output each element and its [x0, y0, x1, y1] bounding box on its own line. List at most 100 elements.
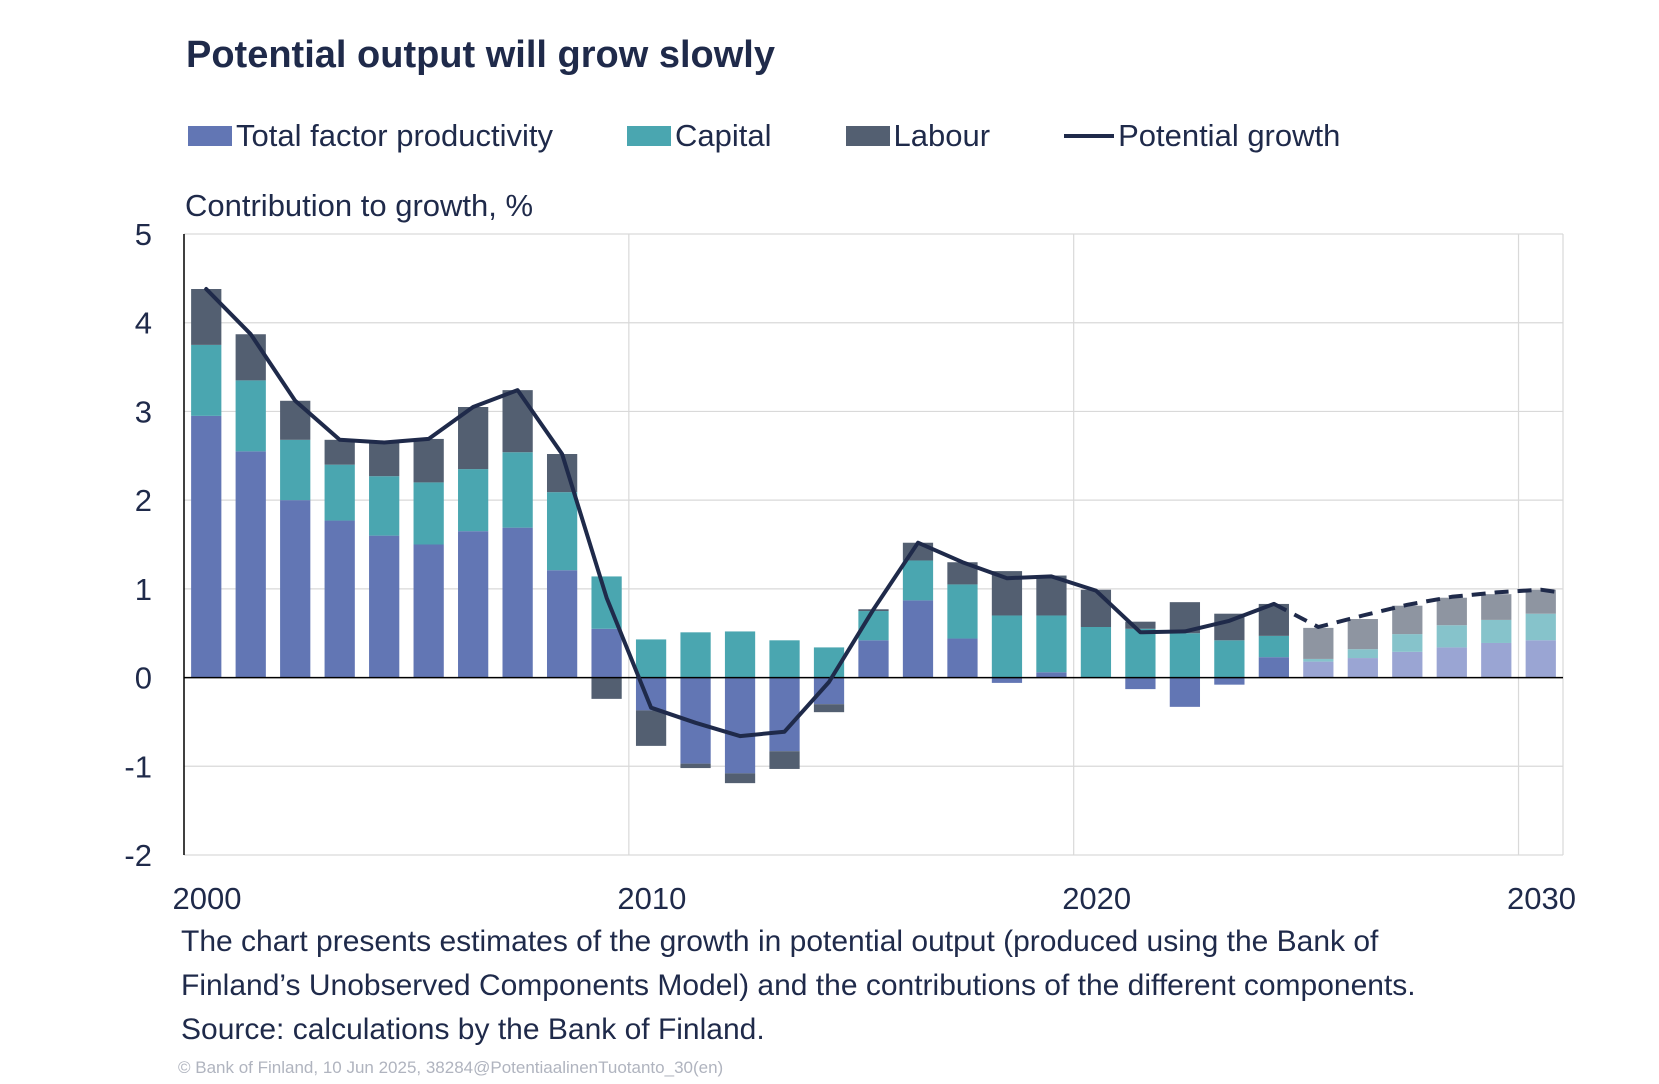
bar-capital-2029: [1481, 619, 1512, 643]
x-tick-label: 2020: [1062, 881, 1131, 916]
bar-labour-2027: [1392, 605, 1423, 635]
bar-capital-2008: [546, 492, 578, 571]
bar-capital-2028: [1436, 625, 1467, 648]
legend-label-capital: Capital: [675, 118, 772, 153]
bar-capital-2021: [1125, 628, 1156, 678]
legend-swatch-labour: [845, 126, 890, 146]
bar-capital-2006: [458, 469, 489, 532]
bar-tfp-2008: [546, 570, 578, 678]
chart-note: The chart presents estimates of the grow…: [181, 920, 1621, 1052]
bar-labour-2017: [947, 562, 978, 585]
bar-capital-2001: [235, 380, 266, 452]
bar-tfp-2026: [1347, 658, 1378, 678]
bar-capital-2003: [324, 464, 355, 521]
x-tick-label: 2010: [617, 881, 686, 916]
legend: Total factor productivity Capital Labour…: [188, 118, 1414, 154]
copyright: © Bank of Finland, 10 Jun 2025, 38284@Po…: [178, 1058, 724, 1077]
bar-capital-2019: [1036, 615, 1067, 673]
bar-labour-2004: [369, 442, 400, 477]
bar-tfp-2005: [413, 544, 444, 678]
bar-capital-2007: [502, 452, 533, 528]
bar-tfp-2003: [324, 520, 355, 678]
bar-labour-2019: [1036, 575, 1067, 616]
bar-tfp-2028: [1436, 647, 1467, 678]
potential-growth-line: [204, 287, 1276, 739]
legend-label-labour: Labour: [893, 118, 991, 153]
note-line-1: The chart presents estimates of the grow…: [181, 925, 1379, 958]
legend-label-potential: Potential growth: [1118, 118, 1341, 153]
bar-labour-2013: [769, 751, 800, 769]
bar-labour-2009: [591, 677, 622, 699]
legend-item-tfp: Total factor productivity: [188, 118, 553, 154]
bar-capital-2024: [1258, 635, 1289, 658]
x-tick-label: 2000: [173, 881, 242, 916]
y-tick-label: 3: [135, 394, 152, 429]
legend-item-potential: Potential growth: [1064, 118, 1340, 154]
y-axis-title: Contribution to growth, %: [185, 188, 534, 223]
legend-swatch-capital: [627, 126, 672, 146]
bar-labour-2001: [235, 334, 266, 381]
legend-swatch-potential: [1064, 134, 1115, 138]
bar-capital-2017: [947, 584, 978, 639]
bar-capital-2026: [1347, 649, 1378, 659]
bar-tfp-2001: [235, 451, 266, 678]
legend-item-labour: Labour: [845, 118, 991, 154]
bar-tfp-2022: [1169, 677, 1201, 707]
bar-labour-2026: [1347, 619, 1378, 650]
bar-capital-2002: [280, 439, 311, 501]
bar-tfp-2013: [769, 677, 800, 752]
bar-capital-2004: [369, 476, 400, 536]
bar-labour-2006: [458, 406, 489, 470]
bar-labour-2029: [1481, 594, 1512, 620]
legend-item-capital: Capital: [627, 118, 772, 154]
bar-labour-2007: [502, 390, 533, 453]
legend-label-tfp: Total factor productivity: [236, 118, 554, 153]
y-tick-label: -2: [124, 838, 152, 873]
bar-tfp-2002: [280, 500, 311, 678]
bar-capital-2012: [724, 631, 756, 678]
bar-tfp-2004: [369, 535, 400, 678]
bar-capital-2005: [413, 482, 444, 545]
y-tick-label: 2: [135, 483, 152, 518]
bar-capital-2030: [1525, 613, 1556, 641]
bar-labour-2030: [1525, 589, 1556, 614]
bar-capital-2025: [1303, 658, 1334, 662]
bar-tfp-2029: [1481, 642, 1512, 678]
bar-labour-2002: [280, 400, 311, 440]
bar-capital-2011: [680, 632, 711, 678]
bar-tfp-2030: [1525, 640, 1556, 678]
bar-tfp-2023: [1214, 677, 1245, 685]
bar-labour-2012: [724, 773, 756, 784]
bar-tfp-2016: [902, 600, 934, 678]
bar-capital-2020: [1080, 627, 1112, 678]
bar-capital-2000: [191, 344, 222, 416]
bar-labour-2021: [1125, 621, 1156, 629]
bar-tfp-2009: [591, 628, 622, 678]
bar-labour-2005: [413, 438, 444, 483]
bar-capital-2022: [1169, 633, 1201, 678]
y-tick-label: -1: [124, 749, 152, 784]
bar-labour-2025: [1303, 627, 1334, 659]
bar-tfp-2007: [502, 527, 533, 678]
y-tick-label: 5: [135, 217, 152, 252]
legend-swatch-tfp: [188, 126, 232, 146]
bar-tfp-2021: [1125, 677, 1156, 690]
bar-capital-2027: [1392, 634, 1423, 652]
bar-tfp-2025: [1303, 661, 1334, 678]
bar-tfp-2018: [991, 677, 1023, 683]
bar-tfp-2017: [947, 638, 978, 678]
bar-capital-2010: [635, 639, 667, 678]
bar-labour-2028: [1436, 597, 1467, 626]
bar-tfp-2027: [1392, 651, 1423, 678]
bar-tfp-2024: [1258, 657, 1289, 678]
note-line-3: Source: calculations by the Bank of Finl…: [181, 1013, 765, 1046]
bar-capital-2016: [902, 560, 934, 601]
x-tick-label: 2030: [1507, 881, 1576, 916]
note-line-2: Finland’s Unobserved Components Model) a…: [181, 969, 1416, 1002]
bar-labour-2011: [680, 763, 711, 769]
bar-labour-2003: [324, 439, 355, 465]
bar-capital-2013: [769, 640, 800, 678]
potential-growth-forecast-line: [1272, 587, 1564, 629]
bar-tfp-2012: [724, 677, 756, 774]
